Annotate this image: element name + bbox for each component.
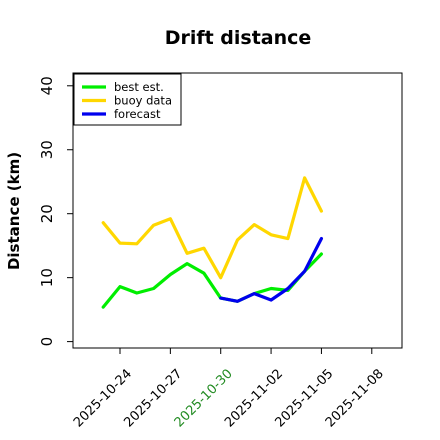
plot-area: 0102030402025-10-242025-10-272025-10-302… bbox=[38, 72, 403, 430]
y-tick-label: 30 bbox=[38, 140, 56, 159]
legend-label: buoy data bbox=[114, 94, 172, 108]
y-tick-label: 10 bbox=[38, 268, 56, 287]
series-line-buoy-data bbox=[101, 176, 323, 280]
chart-title: Drift distance bbox=[165, 27, 312, 49]
legend-label: best est. bbox=[114, 80, 164, 94]
legend-label: forecast bbox=[114, 107, 161, 121]
series-line-forecast bbox=[219, 237, 323, 303]
y-axis-label: Distance (km) bbox=[5, 152, 23, 270]
plot-frame bbox=[72, 72, 403, 349]
y-tick-label: 40 bbox=[38, 76, 56, 95]
y-tick-label: 0 bbox=[38, 337, 56, 347]
y-tick-label: 20 bbox=[38, 204, 56, 223]
